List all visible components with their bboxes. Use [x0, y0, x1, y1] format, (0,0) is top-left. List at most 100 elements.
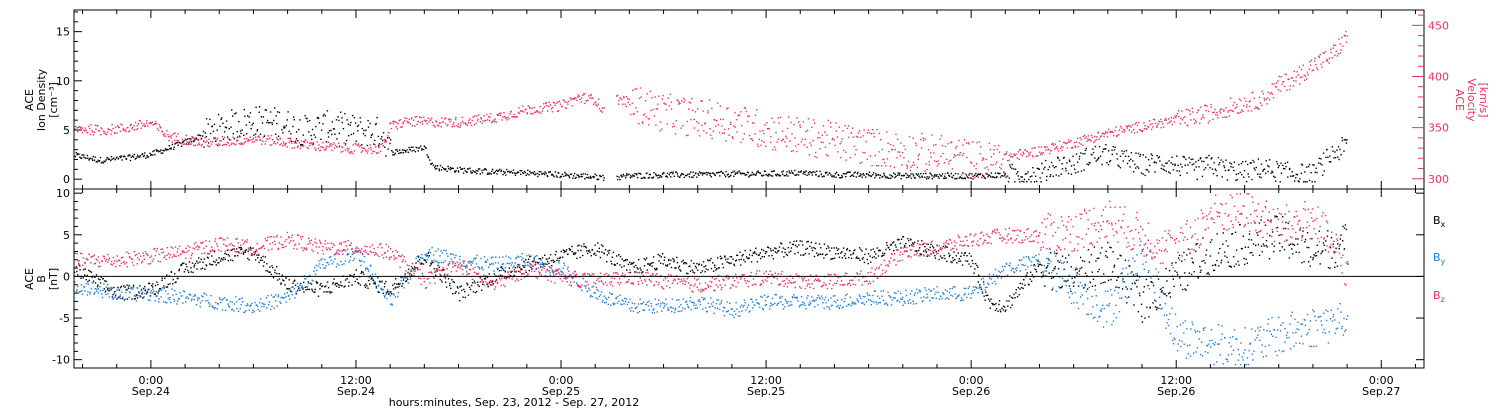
velocity-point	[954, 147, 957, 149]
velocity-point	[1193, 118, 1195, 120]
velocity-point	[122, 127, 125, 130]
bx-point	[1033, 263, 1035, 266]
bx-point	[942, 245, 945, 248]
density-point	[1241, 173, 1243, 176]
bx-point	[875, 253, 877, 255]
by-point	[246, 303, 249, 305]
density-point	[1139, 155, 1141, 158]
density-point	[1193, 163, 1195, 165]
velocity-point	[1021, 154, 1024, 157]
density-point	[450, 167, 453, 170]
bx-point	[311, 290, 314, 292]
bx-point	[707, 269, 709, 271]
bx-point	[1106, 256, 1108, 258]
bx-point	[776, 252, 778, 254]
bx-point	[186, 266, 188, 268]
density-point	[485, 169, 488, 171]
velocity-point	[563, 99, 565, 102]
density-point	[271, 123, 274, 126]
density-point	[947, 172, 949, 174]
density-point	[326, 110, 329, 112]
by-point	[251, 302, 253, 305]
density-point	[284, 127, 286, 129]
density-point	[410, 146, 412, 148]
bx-point	[665, 264, 667, 267]
density-point	[665, 175, 668, 177]
velocity-point	[547, 105, 550, 107]
bx-point	[276, 272, 278, 275]
density-point	[1236, 179, 1238, 181]
density-point	[1154, 161, 1156, 163]
by-point	[331, 263, 333, 265]
velocity-point	[803, 144, 805, 146]
density-point	[714, 174, 716, 177]
bx-point	[331, 291, 333, 293]
density-point	[967, 177, 969, 179]
density-point	[854, 171, 856, 173]
velocity-point	[1208, 120, 1211, 122]
bx-point	[1168, 270, 1171, 272]
bx-point	[626, 269, 628, 271]
velocity-point	[543, 106, 545, 108]
velocity-point	[213, 137, 215, 140]
velocity-point	[456, 125, 458, 127]
velocity-point	[264, 134, 266, 136]
density-point	[681, 173, 683, 175]
bx-point	[218, 257, 220, 259]
density-point	[130, 156, 132, 158]
velocity-point	[988, 142, 990, 144]
velocity-point	[133, 124, 135, 127]
by-point	[393, 294, 395, 296]
bx-point	[84, 268, 86, 270]
by-point	[360, 264, 362, 267]
by-point	[296, 282, 299, 284]
velocity-point	[184, 138, 186, 140]
bx-point	[86, 274, 88, 277]
by-point	[328, 256, 331, 259]
velocity-point	[678, 103, 680, 105]
velocity-point	[1339, 52, 1342, 54]
density-point	[950, 172, 952, 175]
bx-point	[971, 259, 973, 262]
bx-point	[1238, 264, 1240, 266]
bx-point	[518, 270, 520, 273]
density-point	[261, 122, 264, 124]
by-point	[324, 267, 326, 269]
bx-point	[525, 271, 527, 273]
bx-point	[1258, 222, 1261, 224]
bx-point	[914, 241, 916, 244]
bx-point	[1303, 261, 1305, 263]
velocity-point	[871, 128, 874, 131]
density-point	[1061, 168, 1064, 170]
bx-point	[639, 267, 641, 269]
density-point	[820, 173, 823, 176]
bx-point	[441, 281, 443, 283]
bx-point	[595, 254, 597, 256]
bx-point	[1322, 250, 1324, 252]
bx-point	[1057, 268, 1060, 270]
velocity-point	[550, 108, 553, 110]
bx-point	[738, 259, 740, 261]
bx-point	[209, 263, 211, 265]
density-point	[683, 176, 685, 179]
velocity-point	[1184, 122, 1186, 124]
density-point	[240, 132, 242, 135]
velocity-point	[804, 138, 806, 141]
velocity-point	[260, 139, 262, 141]
bx-point	[393, 282, 396, 285]
by-point	[261, 302, 263, 304]
velocity-point	[754, 114, 757, 117]
velocity-point	[342, 150, 344, 153]
velocity-point	[688, 101, 691, 103]
by-point	[304, 278, 306, 280]
density-point	[317, 117, 320, 120]
velocity-point	[896, 138, 899, 141]
bx-point	[315, 281, 318, 283]
by-point	[330, 255, 332, 258]
bx-point	[1196, 243, 1199, 245]
bx-point	[249, 246, 252, 249]
velocity-point	[523, 111, 525, 113]
velocity-point	[914, 142, 917, 144]
velocity-point	[1025, 156, 1028, 158]
density-point	[1262, 170, 1264, 172]
